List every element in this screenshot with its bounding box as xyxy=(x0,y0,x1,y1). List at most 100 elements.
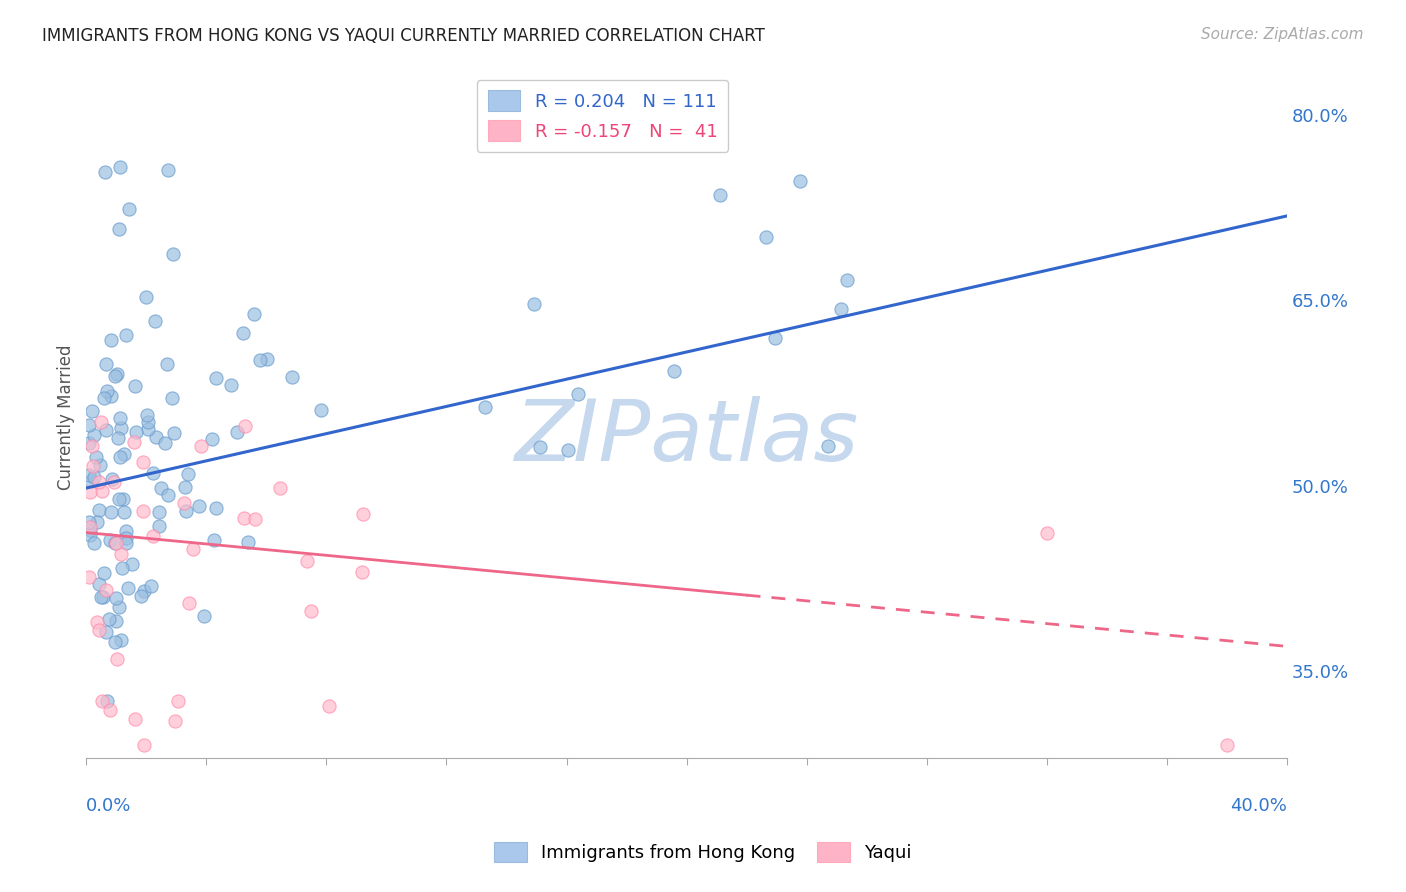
Point xyxy=(249,353,271,368)
Point xyxy=(837,273,859,287)
Point xyxy=(232,326,254,340)
Point xyxy=(226,425,249,439)
Point xyxy=(107,600,129,615)
Point xyxy=(105,615,128,629)
Point xyxy=(138,415,160,429)
Point xyxy=(79,516,101,530)
Point xyxy=(112,505,135,519)
Point xyxy=(157,163,180,178)
Point xyxy=(93,566,115,580)
Point xyxy=(96,693,118,707)
Point xyxy=(174,504,197,518)
Legend: R = 0.204   N = 111, R = -0.157   N =  41: R = 0.204 N = 111, R = -0.157 N = 41 xyxy=(477,79,728,152)
Point xyxy=(1216,739,1239,753)
Point xyxy=(148,505,170,519)
Point xyxy=(79,570,101,584)
Point xyxy=(187,499,209,513)
Point xyxy=(201,432,224,446)
Point xyxy=(104,591,127,606)
Point xyxy=(162,391,184,405)
Point xyxy=(90,415,112,429)
Point xyxy=(89,502,111,516)
Point xyxy=(100,334,122,348)
Point xyxy=(205,500,228,515)
Point xyxy=(295,554,318,568)
Point xyxy=(104,369,127,384)
Point xyxy=(529,440,551,454)
Point xyxy=(79,520,101,534)
Point xyxy=(132,504,155,518)
Point xyxy=(80,439,103,453)
Point xyxy=(79,485,101,500)
Point xyxy=(256,351,278,366)
Point xyxy=(352,507,374,521)
Point xyxy=(142,529,165,543)
Point xyxy=(93,164,115,178)
Point xyxy=(105,652,128,666)
Point xyxy=(118,202,141,216)
Point xyxy=(567,387,589,401)
Point xyxy=(89,475,111,489)
Point xyxy=(80,404,103,418)
Point xyxy=(124,712,146,726)
Point xyxy=(104,536,127,550)
Point xyxy=(90,484,112,499)
Text: IMMIGRANTS FROM HONG KONG VS YAQUI CURRENTLY MARRIED CORRELATION CHART: IMMIGRANTS FROM HONG KONG VS YAQUI CURRE… xyxy=(42,27,765,45)
Point xyxy=(129,589,152,603)
Point xyxy=(299,604,322,618)
Point xyxy=(110,547,132,561)
Point xyxy=(474,400,496,414)
Point xyxy=(100,505,122,519)
Point xyxy=(132,739,155,753)
Point xyxy=(84,450,107,464)
Point xyxy=(177,467,200,481)
Point xyxy=(139,579,162,593)
Point xyxy=(86,615,108,629)
Point xyxy=(173,496,195,510)
Point xyxy=(79,435,101,450)
Point xyxy=(789,174,811,188)
Point xyxy=(79,417,101,432)
Point xyxy=(79,467,101,482)
Point xyxy=(145,430,167,444)
Point xyxy=(104,634,127,648)
Point xyxy=(108,221,131,235)
Point xyxy=(111,492,134,507)
Point xyxy=(83,536,105,550)
Point xyxy=(105,536,128,550)
Point xyxy=(233,511,256,525)
Point xyxy=(243,512,266,526)
Point xyxy=(219,378,242,392)
Point xyxy=(89,623,111,637)
Point xyxy=(90,590,112,604)
Point xyxy=(755,229,778,244)
Point xyxy=(205,371,228,385)
Point xyxy=(162,247,184,261)
Point xyxy=(124,379,146,393)
Point xyxy=(830,301,852,316)
Point xyxy=(523,297,546,311)
Point xyxy=(100,389,122,403)
Point xyxy=(238,535,260,549)
Point xyxy=(763,331,786,345)
Point xyxy=(98,533,121,547)
Point xyxy=(156,357,179,371)
Point xyxy=(709,188,731,202)
Point xyxy=(156,488,179,502)
Point xyxy=(155,435,177,450)
Point xyxy=(101,472,124,486)
Point xyxy=(142,466,165,480)
Point xyxy=(163,425,186,440)
Point xyxy=(664,364,686,378)
Point xyxy=(117,581,139,595)
Point xyxy=(318,699,340,714)
Point xyxy=(87,577,110,591)
Text: Source: ZipAtlas.com: Source: ZipAtlas.com xyxy=(1201,27,1364,42)
Point xyxy=(96,384,118,399)
Text: ZIPatlas: ZIPatlas xyxy=(515,396,859,480)
Point xyxy=(1035,526,1057,541)
Point xyxy=(110,161,132,175)
Point xyxy=(94,625,117,640)
Point xyxy=(79,528,101,542)
Point xyxy=(243,307,266,321)
